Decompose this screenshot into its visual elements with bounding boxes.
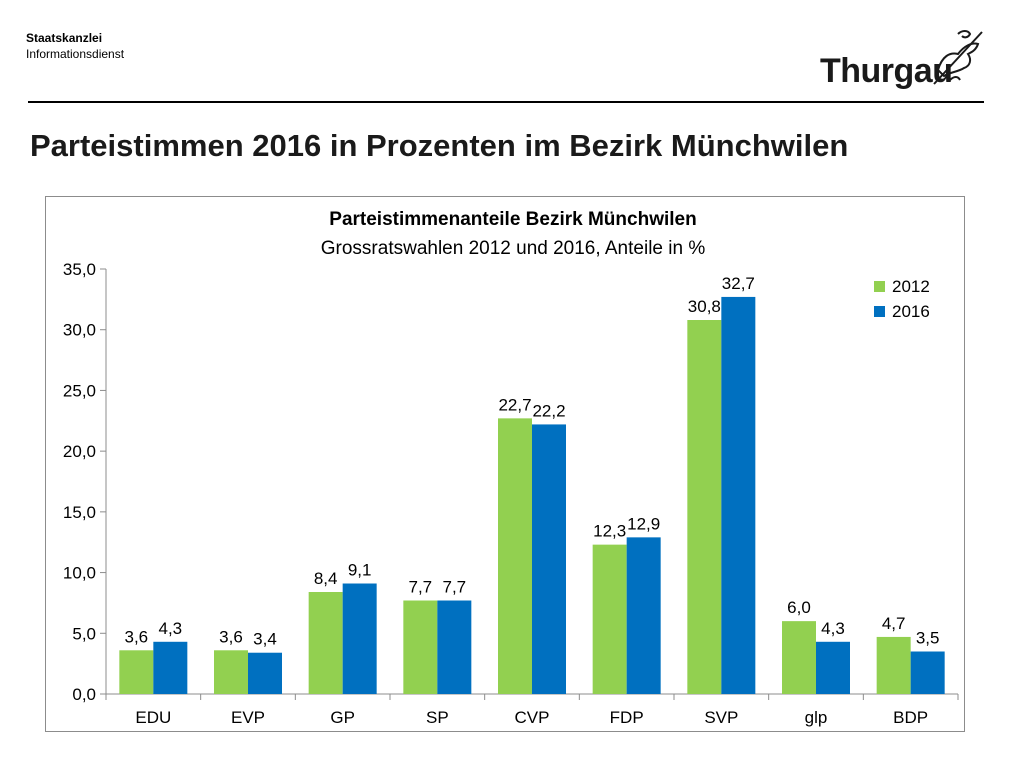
x-tick-label: CVP (515, 708, 550, 727)
y-tick-label: 5,0 (72, 624, 96, 643)
y-tick-label: 35,0 (63, 260, 96, 279)
logo-wordmark: Thurgau (820, 52, 953, 90)
data-label: 3,4 (253, 630, 277, 649)
y-tick-label: 20,0 (63, 442, 96, 461)
x-tick-label: EVP (231, 708, 265, 727)
org-block: Staatskanzlei Informationsdienst (26, 30, 124, 62)
x-tick-label: GP (330, 708, 355, 727)
legend-label: 2016 (892, 302, 930, 321)
bar-2012-glp (782, 621, 816, 694)
bar-2016-sp (437, 600, 472, 694)
bar-2012-fdp (592, 544, 627, 694)
data-label: 7,7 (443, 578, 467, 597)
data-label: 32,7 (722, 274, 755, 293)
data-label: 6,0 (787, 598, 811, 617)
bar-2016-bdp (910, 651, 945, 694)
y-tick-label: 0,0 (72, 685, 96, 704)
data-label: 3,6 (219, 627, 243, 646)
chart-bars: 3,6 4,3 3,6 3,4 8,4 9,1 7,7 7,7 22,7 22,2 12,3 12,9… (119, 274, 945, 694)
data-label: 4,3 (159, 619, 183, 638)
x-tick-label: BDP (893, 708, 928, 727)
legend-swatch-2016 (874, 306, 885, 317)
data-label: 4,7 (882, 614, 906, 633)
y-tick-label: 10,0 (63, 564, 96, 583)
legend-label: 2012 (892, 277, 930, 296)
page-title: Parteistimmen 2016 in Prozenten im Bezir… (30, 128, 849, 163)
data-label: 9,1 (348, 561, 372, 580)
data-label: 12,9 (627, 514, 660, 533)
bar-chart: Parteistimmenanteile Bezirk Münchwilen G… (63, 209, 959, 727)
bar-2016-edu (153, 641, 188, 694)
bar-2016-glp (816, 641, 850, 694)
data-label: 3,5 (916, 629, 940, 648)
legend-swatch-2012 (874, 281, 885, 292)
header-divider (28, 101, 984, 103)
y-tick-label: 30,0 (63, 321, 96, 340)
bar-2016-svp (721, 296, 756, 694)
bar-2012-bdp (876, 636, 911, 694)
data-label: 22,7 (498, 395, 531, 414)
x-tick-label: EDU (135, 708, 171, 727)
bar-2016-cvp (532, 424, 566, 694)
org-subtitle: Informationsdienst (26, 47, 125, 61)
x-tick-label: FDP (610, 708, 644, 727)
data-label: 3,6 (125, 627, 149, 646)
x-tick-label: SVP (704, 708, 738, 727)
bar-2012-edu (119, 650, 154, 694)
bar-2016-evp (248, 652, 282, 694)
bar-2012-sp (403, 600, 438, 694)
data-label: 8,4 (314, 569, 338, 588)
bar-2016-fdp (626, 537, 661, 694)
chart-subtitle: Grossratswahlen 2012 und 2016, Anteile i… (321, 238, 706, 259)
lion-crest-icon (933, 30, 983, 85)
bar-2012-cvp (498, 418, 532, 694)
chart-frame: Parteistimmenanteile Bezirk Münchwilen G… (45, 196, 965, 732)
y-tick-label: 15,0 (63, 503, 96, 522)
data-label: 12,3 (593, 522, 626, 541)
thurgau-logo: Thurgau (820, 26, 990, 96)
x-tick-label: glp (805, 708, 828, 727)
chart-legend: 2012 2016 (874, 277, 930, 321)
data-label: 22,2 (532, 401, 565, 420)
org-name: Staatskanzlei (26, 31, 103, 45)
bar-2012-evp (214, 650, 248, 694)
bar-2012-svp (687, 320, 722, 694)
x-tick-label: SP (426, 708, 449, 727)
data-label: 7,7 (409, 578, 433, 597)
chart-title: Parteistimmenanteile Bezirk Münchwilen (329, 209, 696, 230)
data-label: 4,3 (821, 619, 845, 638)
bar-2016-gp (342, 583, 377, 694)
y-tick-label: 25,0 (63, 381, 96, 400)
bar-2012-gp (308, 592, 343, 694)
data-label: 30,8 (688, 297, 721, 316)
